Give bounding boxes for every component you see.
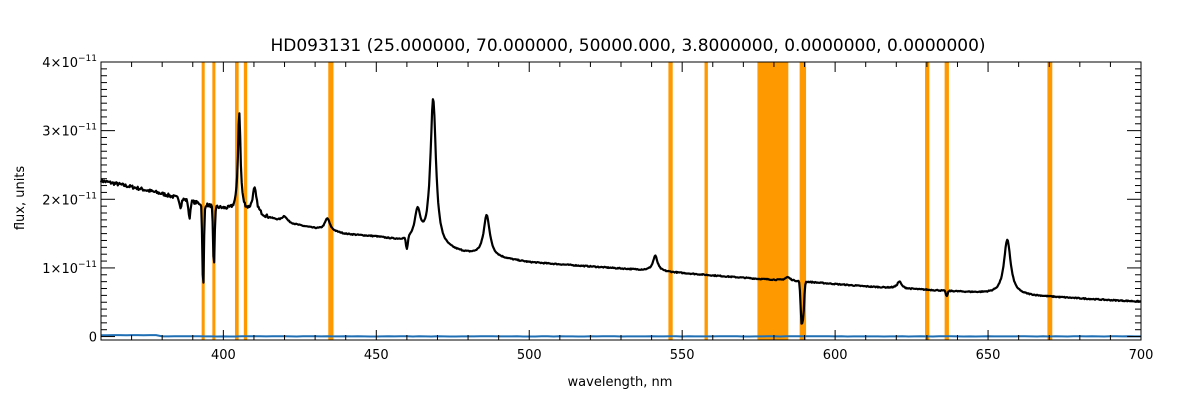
masked-band-11 [1047,62,1053,340]
x-tick-label: 500 [517,348,542,363]
y-tick-label: 4×10−11 [42,54,97,71]
y-tick-label: 0 [89,331,97,346]
x-tick-label: 550 [670,348,695,363]
y-tick-label: 1×10−11 [42,260,97,277]
masked-band-2 [234,62,239,340]
x-tick-label: 700 [1129,348,1154,363]
masked-bands [201,62,1053,340]
series-flux-line [99,98,1142,325]
masked-band-9 [925,62,930,340]
masked-band-7 [757,62,789,340]
x-tick-label: 400 [211,348,236,363]
y-tick-label: 3×10−11 [42,123,97,140]
y-axis-label: flux, units [13,166,28,231]
masked-band-5 [668,62,673,340]
x-axis-label: wavelength, nm [568,375,673,390]
masked-band-10 [944,62,949,340]
chart-title: HD093131 (25.000000, 70.000000, 50000.00… [270,36,985,56]
axis-ticks: 400 450 500 550 600 650 700 0 1×10−11 2×10−11 3×10… [42,54,1153,363]
masked-band-0 [201,62,205,340]
x-tick-label: 650 [976,348,1001,363]
masked-band-3 [243,62,248,340]
masked-band-8 [799,62,807,340]
plot-frame [100,61,1142,341]
y-tick-label: 2×10−11 [42,191,97,208]
masked-band-4 [328,62,334,340]
x-tick-label: 600 [823,348,848,363]
masked-band-6 [704,62,708,340]
masked-band-1 [212,62,216,340]
x-tick-label: 450 [364,348,389,363]
